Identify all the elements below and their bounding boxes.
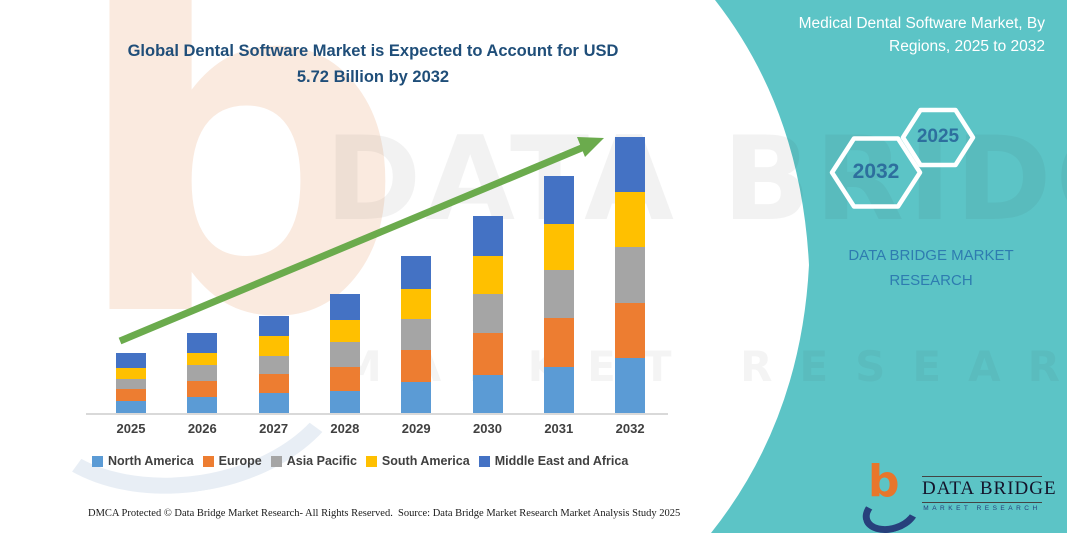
- chart-title: Global Dental Software Market is Expecte…: [103, 39, 643, 90]
- legend-label: South America: [381, 454, 470, 468]
- footer-dmca-text: DMCA Protected © Data Bridge Market Rese…: [88, 508, 393, 519]
- logo-b-icon: b: [868, 456, 900, 507]
- databridge-logo: b DATA BRIDGE MARKET RESEARCH: [857, 460, 1056, 540]
- hexagon-2025-label: 2025: [916, 126, 960, 147]
- panel-heading-line1: Medical Dental Software Market, By: [798, 15, 1045, 32]
- chart-legend: North America Europe Asia Pacific South Ame…: [92, 454, 682, 468]
- legend-swatch: [92, 455, 103, 467]
- legend-label: Middle East and Africa: [494, 454, 629, 468]
- chart-title-line2: 5.72 Billion by 2032: [296, 67, 450, 86]
- legend-label: Asia Pacific: [286, 454, 357, 468]
- logo-subtitle: MARKET RESEARCH: [923, 505, 1041, 512]
- panel-brand-line1: DATA BRIDGE MARKET: [848, 247, 1014, 264]
- legend-swatch: [365, 455, 377, 467]
- panel-heading: Medical Dental Software Market, By Regio…: [733, 12, 1059, 59]
- panel-brand-line2: RESEARCH: [889, 271, 973, 289]
- legend-item-europe: Europe: [202, 454, 262, 468]
- footer-source-text: Source: Data Bridge Market Research Mark…: [398, 508, 681, 519]
- panel-brand-text: DATA BRIDGE MARKET RESEARCH: [811, 244, 1051, 294]
- chart-title-line1: Global Dental Software Market is Expecte…: [127, 42, 619, 60]
- legend-swatch: [478, 455, 490, 467]
- legend-label: North America: [108, 454, 194, 468]
- legend-item-asia-pacific: Asia Pacific: [270, 454, 357, 468]
- legend-swatch: [202, 455, 214, 467]
- legend-swatch: [270, 455, 282, 467]
- panel-heading-line2: Regions, 2025 to 2032: [889, 38, 1045, 56]
- logo-name: DATA BRIDGE: [922, 476, 1056, 503]
- x-axis-line: [86, 413, 668, 415]
- legend-label: Europe: [218, 454, 262, 468]
- legend-item-south-america: South America: [365, 454, 470, 468]
- legend-item-middle-east-and-africa: Middle East and Africa: [478, 454, 629, 468]
- legend-item-north-america: North America: [92, 454, 194, 468]
- hexagon-2032-label: 2032: [852, 160, 900, 183]
